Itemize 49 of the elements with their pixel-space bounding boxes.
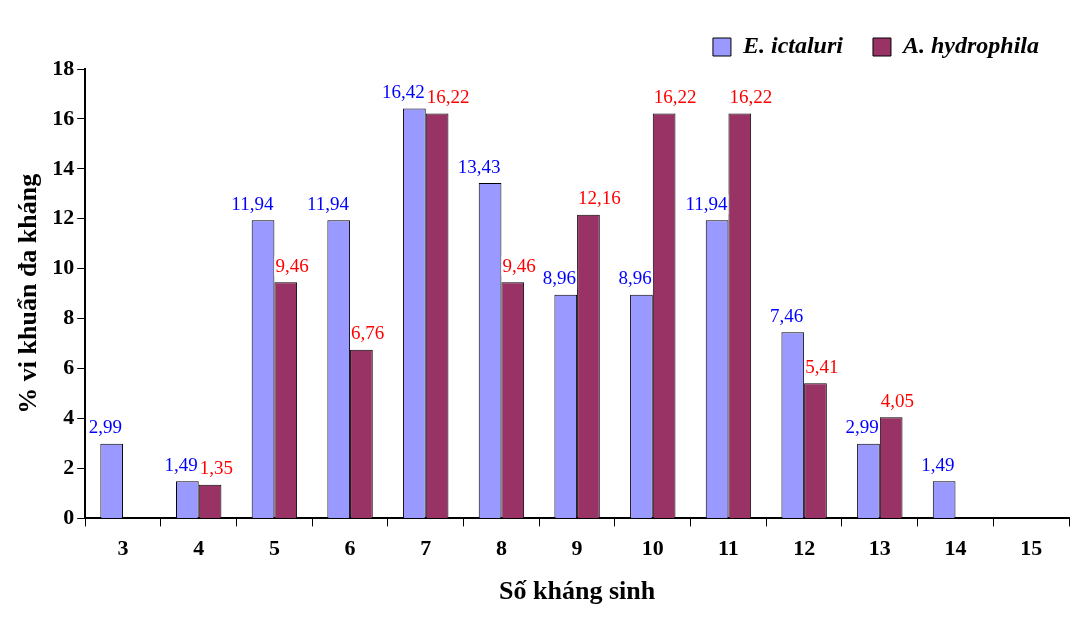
data-label: 4,05 bbox=[880, 389, 915, 411]
legend-label: E. ictaluri bbox=[741, 32, 844, 59]
x-tick-label: 14 bbox=[944, 535, 967, 561]
data-label: 7,46 bbox=[769, 304, 804, 326]
x-tick-label: 8 bbox=[495, 535, 507, 561]
x-tick-label: 12 bbox=[793, 535, 816, 561]
data-label: 8,96 bbox=[542, 267, 577, 289]
data-label: 12,16 bbox=[578, 187, 621, 209]
y-axis-title: % vi khuẩn đa kháng bbox=[13, 173, 43, 414]
x-tick-label: 3 bbox=[117, 535, 129, 561]
data-label: 11,94 bbox=[685, 192, 728, 214]
y-tick-label: 8 bbox=[63, 304, 75, 330]
data-label: 6,76 bbox=[351, 322, 385, 344]
data-label: 11,94 bbox=[231, 192, 274, 214]
x-tick-label: 4 bbox=[193, 535, 205, 561]
data-label: 1,49 bbox=[164, 453, 198, 475]
y-tick-label: 14 bbox=[52, 154, 75, 180]
y-tick-label: 12 bbox=[52, 204, 75, 230]
data-label: 2,99 bbox=[88, 416, 123, 438]
y-tick-label: 18 bbox=[52, 54, 75, 80]
x-tick-label: 7 bbox=[420, 535, 432, 561]
data-label: 9,46 bbox=[275, 254, 309, 276]
x-tick-label: 11 bbox=[718, 535, 739, 561]
data-label: 1,49 bbox=[921, 453, 955, 475]
legend-label: A. hydrophila bbox=[900, 32, 1039, 59]
y-tick-label: 2 bbox=[63, 454, 75, 480]
data-label: 2,99 bbox=[845, 416, 879, 438]
data-label: 16,22 bbox=[426, 85, 470, 107]
x-tick-label: 6 bbox=[344, 535, 356, 561]
x-tick-label: 9 bbox=[571, 535, 583, 561]
data-label: 16,22 bbox=[653, 85, 697, 107]
data-label: 5,41 bbox=[805, 355, 839, 377]
data-label: 9,46 bbox=[502, 254, 536, 276]
y-tick-label: 6 bbox=[63, 354, 75, 380]
x-axis-title: Số kháng sinh bbox=[499, 576, 656, 606]
x-tick-label: 13 bbox=[868, 535, 891, 561]
data-label: 16,22 bbox=[729, 85, 773, 107]
x-tick-label: 15 bbox=[1020, 535, 1043, 561]
y-tick-label: 10 bbox=[52, 254, 75, 280]
data-label: 13,43 bbox=[457, 155, 501, 177]
y-tick-label: 16 bbox=[52, 104, 75, 130]
y-tick-label: 0 bbox=[63, 504, 75, 530]
data-label: 1,35 bbox=[199, 457, 233, 479]
data-label: 16,42 bbox=[382, 80, 425, 102]
data-label: 8,96 bbox=[618, 267, 652, 289]
data-label: 11,94 bbox=[307, 192, 350, 214]
y-tick-label: 4 bbox=[63, 404, 75, 430]
x-tick-label: 10 bbox=[641, 535, 664, 561]
x-tick-label: 5 bbox=[268, 535, 280, 561]
